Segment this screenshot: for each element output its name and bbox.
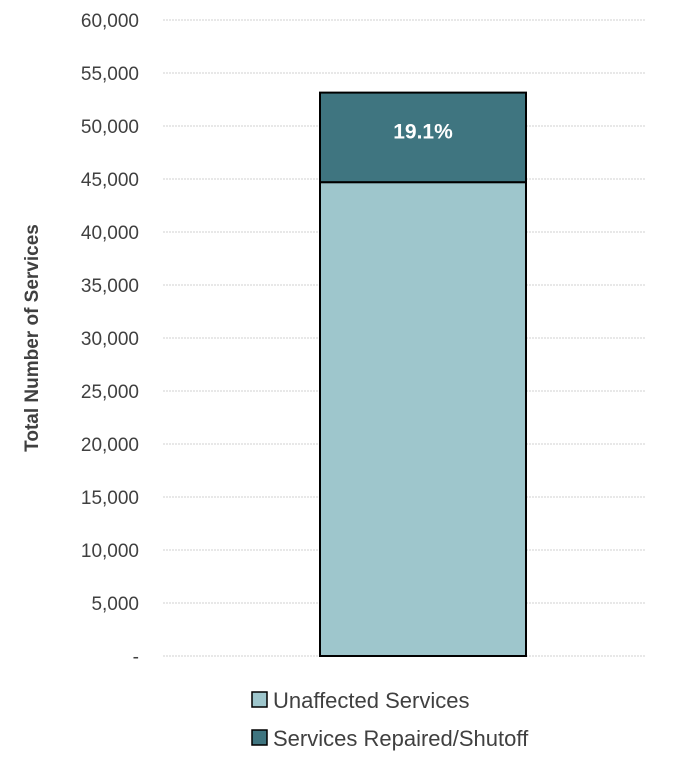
bar-segment-services-repaired-shutoff	[319, 91, 527, 184]
bar-segment-unaffected-services	[319, 181, 527, 657]
y-axis-title: Total Number of Services	[22, 224, 43, 452]
legend-label: Unaffected Services	[273, 688, 469, 713]
y-tick-label: 10,000	[81, 541, 139, 562]
data-label: 19.1%	[393, 121, 453, 144]
y-tick-label: 5,000	[91, 594, 139, 615]
bars	[319, 91, 527, 657]
legend-swatch	[251, 691, 268, 708]
legend-swatch	[251, 729, 268, 746]
y-tick-label: -	[133, 647, 139, 668]
y-tick-label: 20,000	[81, 435, 139, 456]
y-tick-label: 55,000	[81, 64, 139, 85]
y-tick-label: 25,000	[81, 382, 139, 403]
y-tick-label: 60,000	[81, 11, 139, 32]
y-tick-label: 40,000	[81, 223, 139, 244]
y-tick-label: 35,000	[81, 276, 139, 297]
y-tick-label: 45,000	[81, 170, 139, 191]
y-axis-ticks: - 5,000 10,000 15,000 20,000 25,000 30,000 35,0…	[81, 11, 139, 668]
data-labels: 19.1%	[393, 121, 453, 144]
legend-label: Services Repaired/Shutoff	[273, 726, 529, 751]
y-tick-label: 15,000	[81, 488, 139, 509]
y-tick-label: 30,000	[81, 329, 139, 350]
y-tick-label: 50,000	[81, 117, 139, 138]
legend: Unaffected Services Services Repaired/Shu…	[251, 688, 529, 751]
